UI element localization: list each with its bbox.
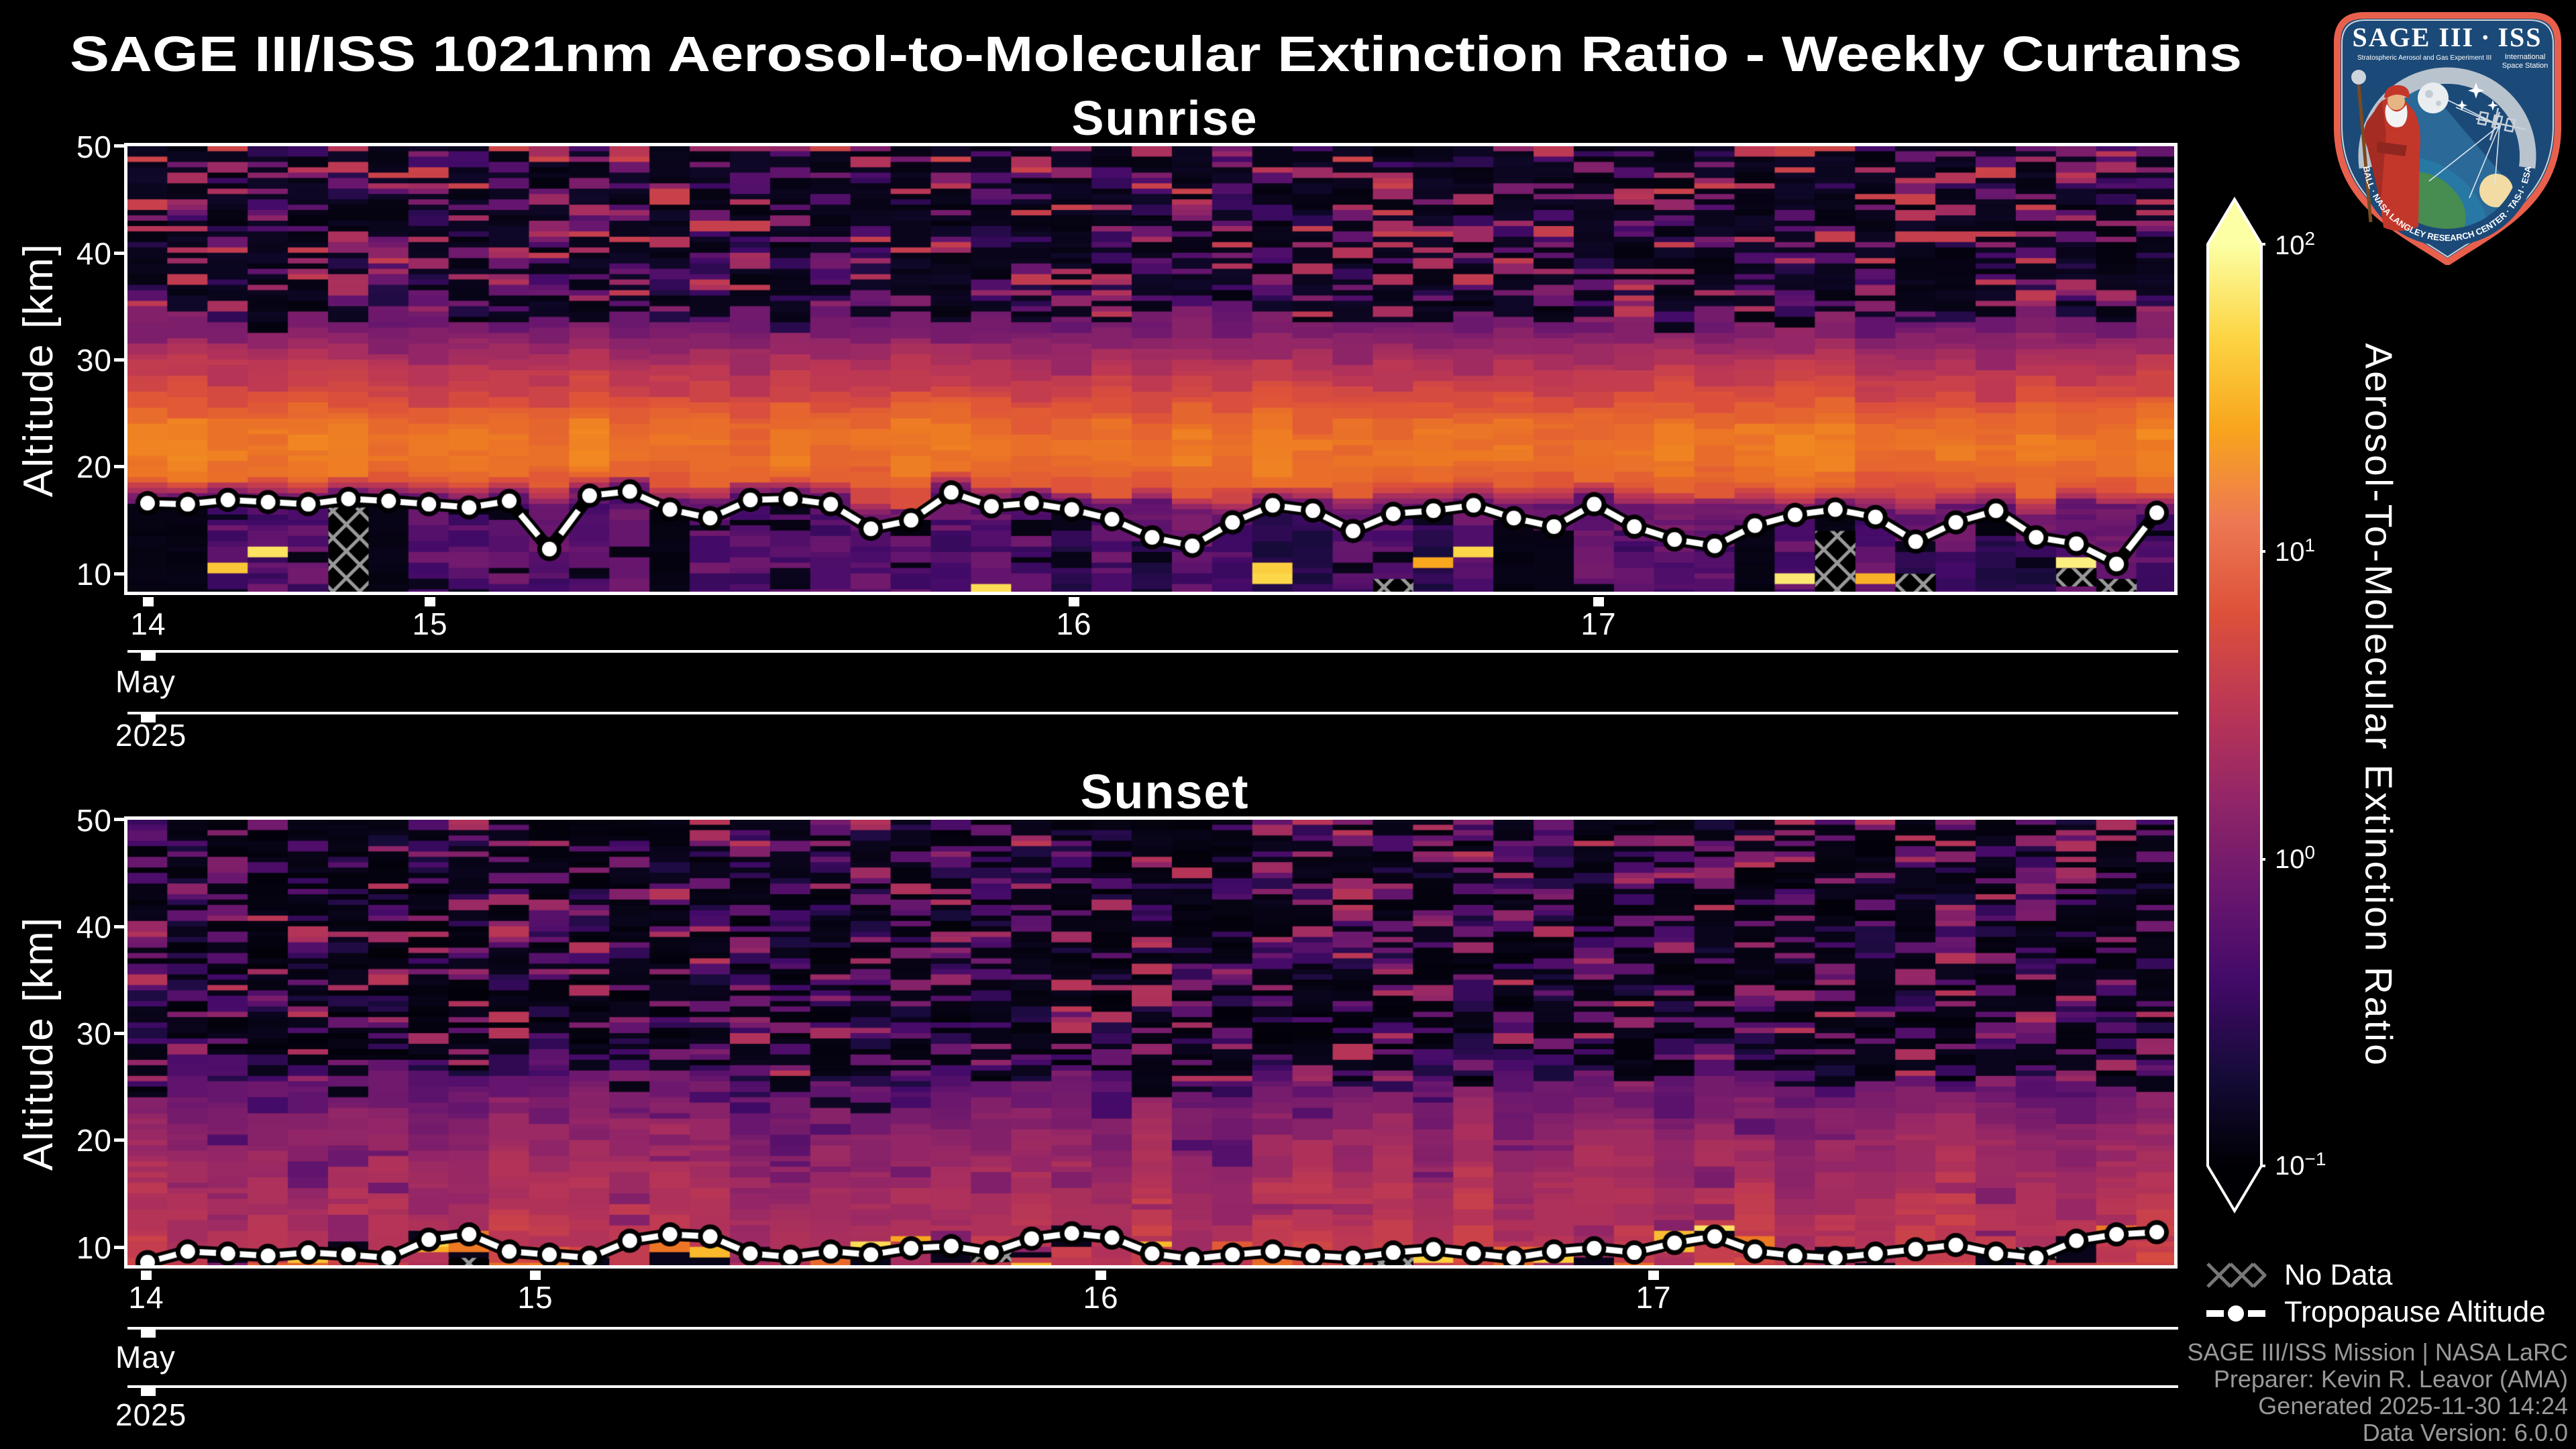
svg-text:Space Station: Space Station xyxy=(2502,62,2548,70)
svg-text:International: International xyxy=(2505,53,2546,61)
svg-text:SAGE III · ISS: SAGE III · ISS xyxy=(2352,22,2542,52)
svg-text:Stratospheric Aerosol and Gas: Stratospheric Aerosol and Gas Experiment… xyxy=(2357,54,2491,62)
